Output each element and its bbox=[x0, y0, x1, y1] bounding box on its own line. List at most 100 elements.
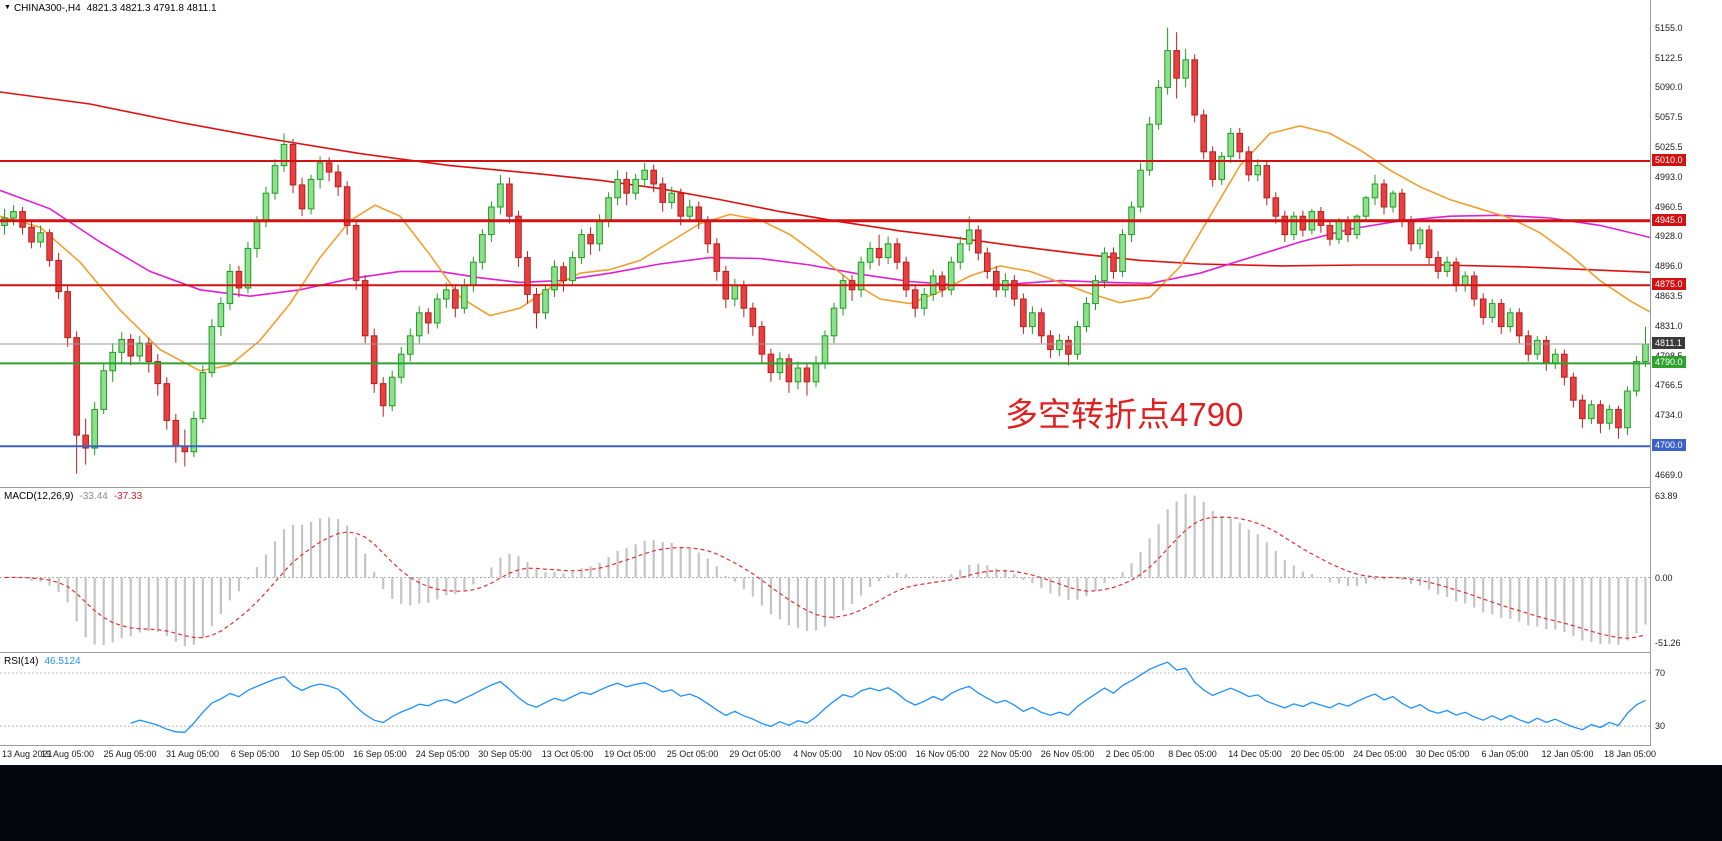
candle-body bbox=[1173, 50, 1180, 79]
candle-body bbox=[1020, 298, 1027, 328]
candle-body bbox=[298, 184, 306, 210]
candle-body bbox=[145, 342, 153, 363]
time-label: 20 Dec 05:00 bbox=[1290, 749, 1345, 759]
candle-body bbox=[623, 178, 630, 194]
candle-body bbox=[803, 367, 811, 383]
candle-body bbox=[695, 206, 703, 222]
candle-body bbox=[235, 270, 243, 289]
candle-body bbox=[100, 370, 107, 410]
candle-body bbox=[884, 243, 892, 259]
macd-panel[interactable] bbox=[0, 488, 1650, 652]
candle-body bbox=[28, 226, 35, 243]
candle-body bbox=[947, 261, 955, 291]
candle-body bbox=[1615, 408, 1622, 429]
candle-body bbox=[1029, 312, 1036, 328]
candle-body bbox=[1416, 229, 1424, 245]
candle-body bbox=[839, 280, 847, 309]
time-label: 8 Dec 05:00 bbox=[1168, 749, 1217, 759]
candle-body bbox=[893, 243, 901, 263]
price-line-label: 4945.0 bbox=[1652, 213, 1686, 226]
candle-body bbox=[497, 183, 504, 208]
candle-body bbox=[1218, 155, 1226, 180]
candle-body bbox=[199, 372, 207, 420]
candle-body bbox=[587, 234, 594, 245]
main-price-chart[interactable] bbox=[0, 0, 1650, 487]
bottom-dark-bar bbox=[0, 765, 1722, 841]
time-label: 18 Jan 05:00 bbox=[1603, 749, 1657, 759]
price-tick: 5057.5 bbox=[1655, 112, 1683, 123]
candle-body bbox=[1263, 165, 1271, 199]
candle-body bbox=[470, 261, 477, 286]
candle-body bbox=[334, 171, 342, 188]
candle-body bbox=[1236, 132, 1244, 153]
candle-body bbox=[316, 162, 324, 180]
candle-body bbox=[1561, 353, 1568, 378]
panel-separator[interactable] bbox=[0, 487, 1722, 488]
candle-body bbox=[1506, 312, 1514, 328]
price-line-label: 4875.0 bbox=[1652, 278, 1686, 291]
candle-body bbox=[1119, 234, 1126, 272]
price-tick: 5155.0 bbox=[1655, 22, 1683, 33]
candle-body bbox=[1101, 252, 1108, 282]
candle-body bbox=[1209, 151, 1217, 180]
candle-body bbox=[461, 284, 468, 309]
candle-body bbox=[1597, 404, 1604, 424]
time-label: 29 Oct 05:00 bbox=[729, 749, 781, 759]
candle-body bbox=[1200, 114, 1207, 153]
time-label: 16 Nov 05:00 bbox=[915, 749, 970, 759]
symbol-period-label: CHINA300-,H4 bbox=[13, 3, 81, 14]
candle-body bbox=[1588, 404, 1595, 420]
candle-body bbox=[1497, 303, 1505, 328]
candle-body bbox=[379, 383, 387, 407]
candle-body bbox=[10, 211, 17, 219]
time-label: 19 Oct 05:00 bbox=[604, 749, 656, 759]
time-label: 10 Nov 05:00 bbox=[853, 749, 907, 759]
symbol-dropdown-icon[interactable]: ▼ bbox=[4, 4, 11, 11]
candle-body bbox=[866, 247, 874, 263]
candle-body bbox=[1533, 339, 1541, 355]
candle-body bbox=[1552, 353, 1559, 364]
chart-annotation-text: 多空转折点4790 bbox=[1005, 396, 1244, 433]
time-label: 24 Sep 05:00 bbox=[415, 749, 470, 759]
macd-signal-line[interactable] bbox=[4, 516, 1646, 639]
candle-body bbox=[479, 234, 486, 263]
price-tick: 4863.5 bbox=[1655, 290, 1683, 301]
candle-body bbox=[1146, 123, 1153, 171]
candle-body bbox=[1344, 220, 1352, 236]
candle-body bbox=[109, 351, 117, 372]
rsi-panel[interactable] bbox=[0, 653, 1650, 745]
candle-body bbox=[1624, 390, 1631, 429]
candle-body bbox=[136, 342, 144, 357]
time-axis[interactable]: 13 Aug 2021 19 Aug 05:00 25 Aug 05:00 31 Au… bbox=[0, 746, 1722, 765]
macd-axis-max: 63.89 bbox=[1655, 491, 1678, 501]
panel-separator[interactable] bbox=[0, 652, 1722, 653]
candle-body bbox=[1633, 361, 1640, 392]
ma-magenta-line[interactable] bbox=[0, 189, 1650, 298]
rsi-line[interactable] bbox=[130, 661, 1646, 733]
candle-body bbox=[524, 257, 531, 295]
candle-body bbox=[154, 361, 162, 385]
candle-body bbox=[352, 224, 360, 282]
candle-body bbox=[118, 338, 126, 353]
price-axis[interactable]: 5155.0 5122.5 5090.0 5057.5 5025.5 4993.0 4960… bbox=[1650, 0, 1722, 765]
time-label: 13 Oct 05:00 bbox=[541, 749, 594, 759]
price-tick: 4831.0 bbox=[1655, 320, 1683, 331]
macd-name: MACD(12,26,9) bbox=[4, 491, 74, 502]
candle-body bbox=[55, 259, 62, 293]
candle-body bbox=[776, 358, 784, 374]
candle-body bbox=[127, 338, 135, 357]
rsi-name: RSI(14) bbox=[4, 656, 39, 667]
candles-layer[interactable] bbox=[1, 27, 1649, 474]
candle-body bbox=[1191, 59, 1198, 116]
candle-body bbox=[325, 162, 333, 173]
candle-body bbox=[506, 183, 513, 217]
candle-body bbox=[533, 293, 540, 314]
candle-body bbox=[1335, 220, 1343, 240]
candle-body bbox=[1317, 211, 1325, 226]
candle-body bbox=[1479, 298, 1487, 318]
candle-body bbox=[902, 261, 910, 291]
candle-body bbox=[226, 270, 234, 305]
candle-body bbox=[596, 220, 603, 245]
time-label: 6 Jan 05:00 bbox=[1481, 749, 1529, 759]
time-label: 10 Sep 05:00 bbox=[290, 749, 345, 759]
